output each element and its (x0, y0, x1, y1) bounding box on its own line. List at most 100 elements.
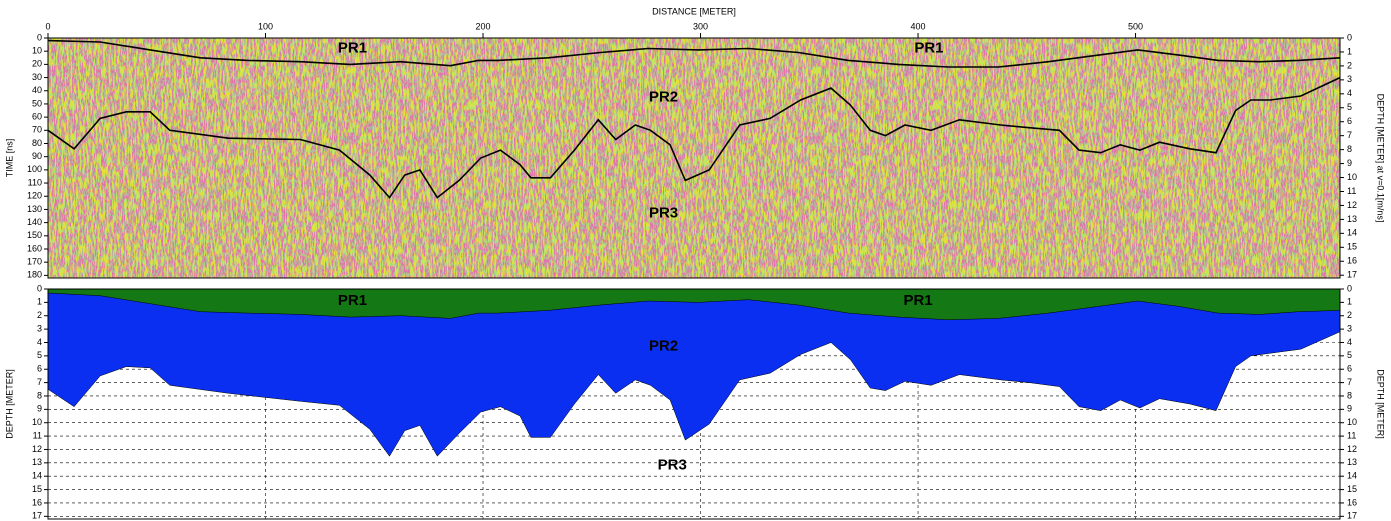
y-tick-label: 110 (28, 177, 42, 187)
y-tick-label: 0 (37, 32, 42, 42)
y-tick-label: 150 (27, 230, 42, 240)
y-tick-label: 130 (27, 204, 42, 214)
y2-tick-label: 16 (1347, 497, 1357, 507)
radargram-texture (48, 38, 1340, 278)
y2-tick-label: 8 (1347, 390, 1352, 400)
y-tick-label: 6 (37, 364, 42, 374)
y-axis-label: TIME [ns] (4, 139, 14, 178)
y2-tick-label: 5 (1347, 350, 1352, 360)
y-tick-label: 40 (32, 85, 42, 95)
layer-area (47, 288, 1341, 457)
y2-tick-label: 13 (1347, 214, 1357, 224)
y-tick-label: 160 (27, 243, 42, 253)
y-tick-label: 17 (32, 511, 42, 521)
y2-axis-label: DEPTH [METER] at v=0.1[m/ns] (1376, 94, 1386, 223)
y-tick-label: 8 (37, 390, 42, 400)
y-tick-label: 13 (32, 457, 42, 467)
plot-frame (47, 37, 1341, 279)
y-tick-label: 10 (32, 417, 42, 427)
x-axis-label: DISTANCE [METER] (652, 6, 736, 16)
y2-tick-label: 13 (1347, 457, 1357, 467)
y2-tick-label: 0 (1347, 283, 1352, 293)
y2-tick-label: 17 (1347, 270, 1357, 280)
y2-tick-label: 9 (1347, 158, 1352, 168)
y2-tick-label: 12 (1347, 200, 1357, 210)
x-tick-label: 500 (1128, 21, 1143, 31)
plot-frame (47, 288, 1341, 520)
y2-tick-label: 8 (1347, 144, 1352, 154)
y2-tick-label: 3 (1347, 74, 1352, 84)
y-tick-label: 3 (37, 323, 42, 333)
annotation: PR2 (649, 337, 678, 354)
y-tick-label: 120 (27, 191, 42, 201)
y2-tick-label: 15 (1347, 484, 1357, 494)
annotation: PR2 (649, 88, 678, 105)
y-tick-label: 30 (32, 72, 42, 82)
y2-tick-label: 2 (1347, 60, 1352, 70)
y-tick-label: 90 (32, 151, 42, 161)
x-tick-label: 400 (911, 21, 926, 31)
boundary-line (47, 76, 1341, 199)
layer-area (47, 288, 1341, 321)
x-tick-label: 0 (45, 21, 50, 31)
x-tick-label: 300 (693, 21, 708, 31)
annotation: PR1 (903, 292, 932, 309)
y2-tick-label: 1 (1347, 46, 1352, 56)
annotation: PR1 (338, 40, 367, 57)
y-tick-label: 11 (33, 430, 42, 440)
y2-tick-label: 7 (1347, 377, 1352, 387)
y2-tick-label: 4 (1347, 88, 1352, 98)
y-tick-label: 10 (32, 46, 42, 56)
y-tick-label: 70 (32, 125, 42, 135)
y2-tick-label: 3 (1347, 323, 1352, 333)
x-tick-label: 100 (258, 21, 273, 31)
y2-tick-label: 6 (1347, 364, 1352, 374)
y-tick-label: 20 (32, 59, 42, 69)
y2-tick-label: 6 (1347, 116, 1352, 126)
y-tick-label: 100 (27, 164, 42, 174)
y-tick-label: 14 (32, 471, 42, 481)
y2-tick-label: 14 (1347, 228, 1357, 238)
y-tick-label: 7 (37, 377, 42, 387)
y2-tick-label: 0 (1347, 32, 1352, 42)
y2-tick-label: 17 (1347, 511, 1357, 521)
annotation: PR3 (658, 456, 687, 473)
y-tick-label: 180 (27, 270, 42, 280)
y-tick-label: 2 (37, 310, 42, 320)
y2-tick-label: 2 (1347, 310, 1352, 320)
y2-tick-label: 16 (1347, 256, 1357, 266)
x-tick-label: 200 (476, 21, 491, 31)
y2-tick-label: 9 (1347, 404, 1352, 414)
y-tick-label: 9 (37, 404, 42, 414)
y-tick-label: 170 (27, 257, 42, 267)
y2-tick-label: 10 (1347, 417, 1357, 427)
y-tick-label: 15 (32, 484, 42, 494)
y2-tick-label: 7 (1347, 130, 1352, 140)
y-tick-label: 80 (32, 138, 42, 148)
annotation: PR1 (914, 40, 943, 57)
y2-tick-label: 11 (1347, 186, 1356, 196)
y-tick-label: 5 (37, 350, 42, 360)
annotation: PR3 (649, 204, 678, 221)
y2-axis-label: DEPTH [METER] (1376, 369, 1386, 439)
y-tick-label: 50 (32, 98, 42, 108)
boundary-line (47, 39, 1341, 68)
y2-tick-label: 11 (1347, 430, 1356, 440)
y-axis-label: DEPTH [METER] (4, 369, 14, 439)
y-tick-label: 60 (32, 111, 42, 121)
y2-tick-label: 12 (1347, 444, 1357, 454)
y2-tick-label: 14 (1347, 471, 1357, 481)
y-tick-label: 4 (37, 337, 42, 347)
y2-tick-label: 1 (1347, 297, 1352, 307)
y-tick-label: 0 (37, 283, 42, 293)
y-tick-label: 16 (32, 497, 42, 507)
annotation: PR1 (338, 292, 367, 309)
y2-tick-label: 10 (1347, 172, 1357, 182)
y2-tick-label: 5 (1347, 102, 1352, 112)
y-tick-label: 140 (27, 217, 42, 227)
y2-tick-label: 15 (1347, 242, 1357, 252)
y-tick-label: 12 (32, 444, 42, 454)
y-tick-label: 1 (37, 297, 42, 307)
